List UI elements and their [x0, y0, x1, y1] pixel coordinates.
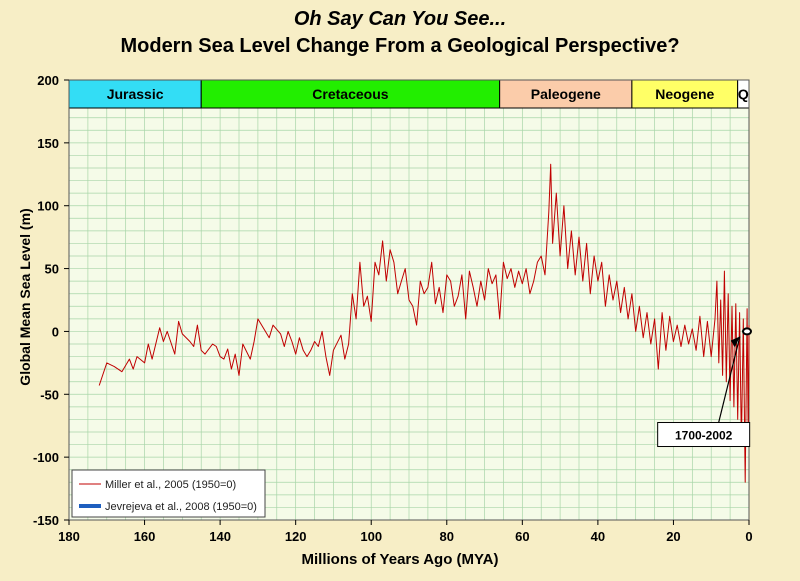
period-label-jurassic: Jurassic [107, 86, 164, 102]
y-axis-label: Global Mean Sea Level (m) [17, 208, 33, 386]
x-axis-label: Millions of Years Ago (MYA) [301, 551, 499, 568]
annotation-label: 1700-2002 [675, 429, 733, 443]
series-jevrejeva-marker [741, 327, 752, 336]
annotation-arrowhead [730, 336, 740, 348]
period-label-neogene: Neogene [655, 86, 714, 102]
period-band-neogene [631, 79, 739, 109]
y-tick-label: 200 [37, 73, 59, 88]
y-tick-label: 0 [52, 324, 59, 339]
period-label-paleogene: Paleogene [531, 86, 601, 102]
x-tick-label: 160 [134, 529, 156, 544]
period-label-q: Q [738, 86, 749, 102]
chart-title: Oh Say Can You See... [293, 8, 507, 30]
plot-border [68, 79, 750, 521]
x-tick-label: 0 [745, 529, 752, 544]
x-tick-label: 40 [591, 529, 605, 544]
x-tick-label: 140 [209, 529, 231, 544]
legend-label: Jevrejeva et al., 2008 (1950=0) [105, 501, 257, 513]
y-tick-label: 50 [45, 262, 59, 277]
x-tick-label: 120 [285, 529, 307, 544]
period-band-jurassic [68, 79, 202, 109]
x-tick-label: 80 [440, 529, 454, 544]
chart-subtitle: Modern Sea Level Change From a Geologica… [120, 35, 680, 57]
y-tick-label: -100 [33, 450, 59, 465]
x-tick-label: 20 [666, 529, 680, 544]
legend-box [71, 469, 266, 518]
y-tick-label: -50 [40, 387, 59, 402]
y-tick-label: 150 [37, 136, 59, 151]
x-tick-label: 180 [58, 529, 80, 544]
legend-label: Miller et al., 2005 (1950=0) [105, 479, 236, 491]
y-tick-label: -150 [33, 513, 59, 528]
x-tick-label: 60 [515, 529, 529, 544]
period-label-cretaceous: Cretaceous [312, 86, 388, 102]
y-tick-label: 100 [37, 199, 59, 214]
series-miller-line [98, 163, 750, 483]
legend: Miller et al., 2005 (1950=0) Jevrejeva et… [71, 469, 266, 518]
x-tick-label: 100 [360, 529, 382, 544]
annotation-box [657, 422, 751, 448]
annotation-arrow [718, 336, 741, 423]
